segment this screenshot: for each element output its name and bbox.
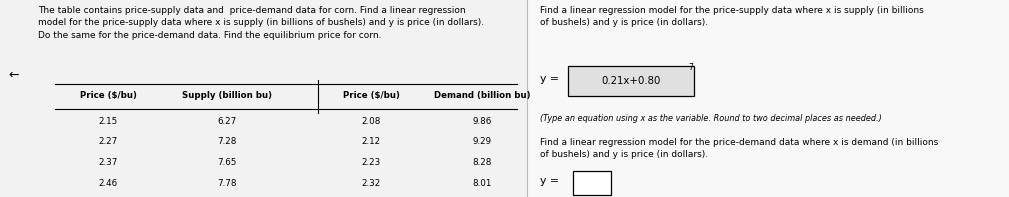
Text: 9.86: 9.86 xyxy=(472,117,492,126)
Text: 7: 7 xyxy=(688,63,693,72)
Text: 7.65: 7.65 xyxy=(217,158,237,167)
Text: Find a linear regression model for the price-demand data where x is demand (in b: Find a linear regression model for the p… xyxy=(540,138,938,159)
FancyBboxPatch shape xyxy=(0,0,527,197)
Text: 2.15: 2.15 xyxy=(98,117,118,126)
Text: 9.29: 9.29 xyxy=(473,137,491,146)
Text: 2.08: 2.08 xyxy=(361,117,381,126)
Text: 2.27: 2.27 xyxy=(98,137,118,146)
Text: Price ($/bu): Price ($/bu) xyxy=(343,91,400,100)
FancyBboxPatch shape xyxy=(568,66,694,96)
Text: Demand (billion bu): Demand (billion bu) xyxy=(434,91,531,100)
Text: The table contains price-supply data and  price-demand data for corn. Find a lin: The table contains price-supply data and… xyxy=(38,6,484,40)
Text: 2.23: 2.23 xyxy=(361,158,381,167)
Text: 7.78: 7.78 xyxy=(217,179,237,188)
Text: 2.37: 2.37 xyxy=(98,158,118,167)
Text: 6.27: 6.27 xyxy=(217,117,237,126)
Text: y =: y = xyxy=(540,74,559,84)
Text: 2.12: 2.12 xyxy=(362,137,380,146)
Text: ←: ← xyxy=(8,68,18,81)
Text: 8.28: 8.28 xyxy=(472,158,492,167)
Text: Price ($/bu): Price ($/bu) xyxy=(80,91,136,100)
Text: Supply (billion bu): Supply (billion bu) xyxy=(182,91,272,100)
FancyBboxPatch shape xyxy=(527,0,1009,197)
Text: 2.46: 2.46 xyxy=(99,179,117,188)
Text: y =: y = xyxy=(540,176,559,186)
Text: 0.21x+0.80: 0.21x+0.80 xyxy=(601,76,661,86)
Text: Find a linear regression model for the price-supply data where x is supply (in b: Find a linear regression model for the p… xyxy=(540,6,923,27)
Text: 8.01: 8.01 xyxy=(472,179,492,188)
FancyBboxPatch shape xyxy=(573,171,611,195)
Text: 7.28: 7.28 xyxy=(217,137,237,146)
Text: 2.32: 2.32 xyxy=(361,179,381,188)
Text: (Type an equation using x as the variable. Round to two decimal places as needed: (Type an equation using x as the variabl… xyxy=(540,114,882,123)
